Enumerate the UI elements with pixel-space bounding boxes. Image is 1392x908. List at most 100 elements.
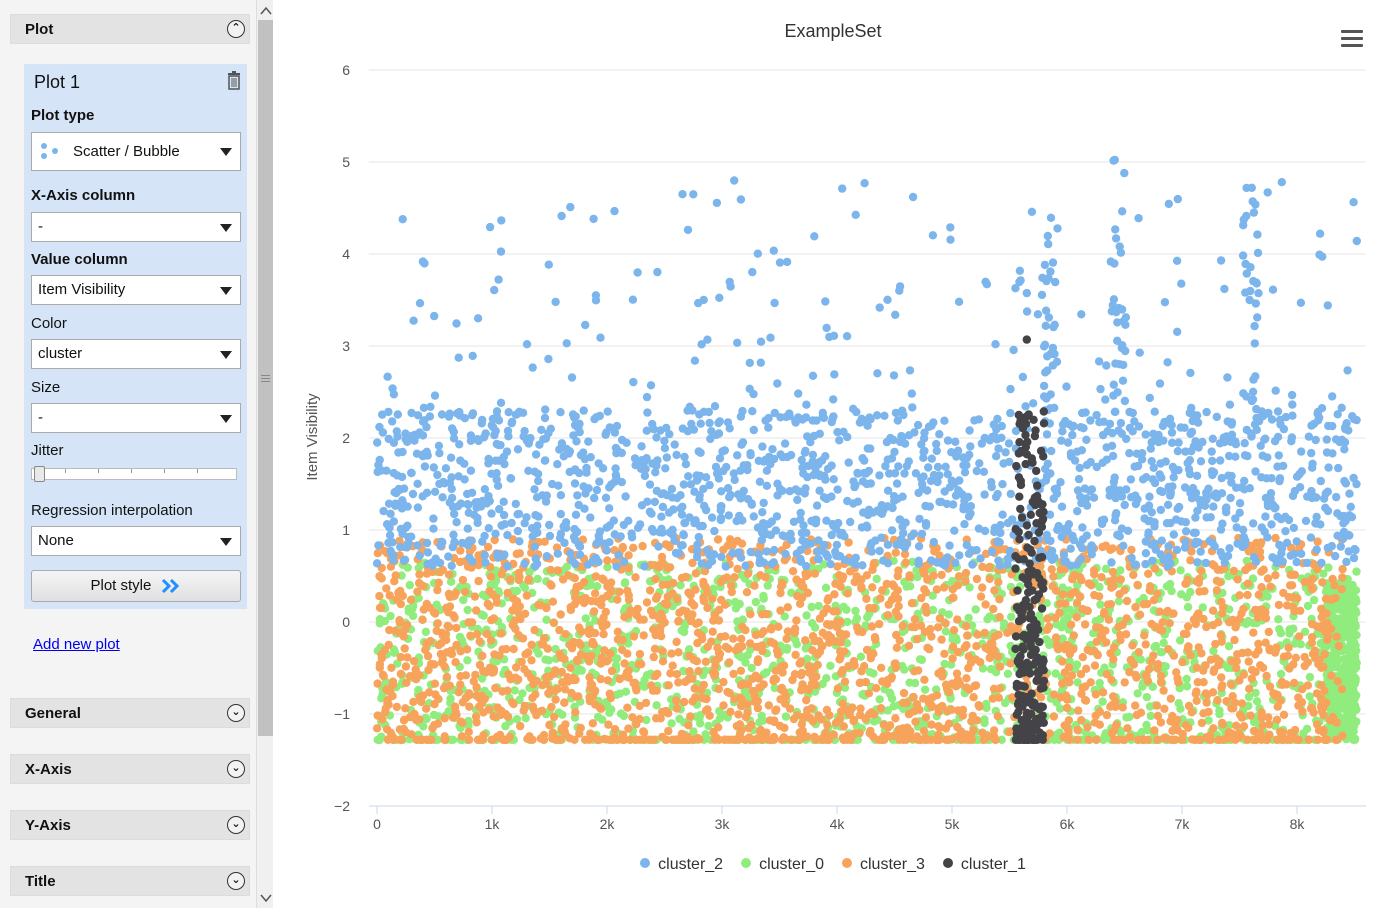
- data-point-cluster_3: [771, 706, 780, 715]
- data-point-cluster_3: [1227, 680, 1236, 689]
- color-label: Color: [31, 315, 67, 332]
- data-point-cluster_3: [520, 701, 529, 711]
- data-point-cluster_3: [893, 594, 903, 603]
- data-point-cluster_3: [502, 644, 511, 654]
- data-point-cluster_2: [1163, 500, 1173, 509]
- y-axis-section-header[interactable]: Y-Axis ⌄: [10, 810, 250, 840]
- data-point-cluster_2: [1342, 557, 1351, 567]
- expand-down-icon[interactable]: ⌄: [227, 872, 245, 890]
- plot-type-select[interactable]: Scatter / Bubble: [31, 132, 241, 171]
- title-section-header[interactable]: Title ⌄: [10, 866, 250, 896]
- data-point-cluster_3: [444, 622, 454, 632]
- data-point-cluster_3: [527, 673, 536, 683]
- data-point-cluster_2: [1196, 457, 1206, 466]
- data-point-cluster_3: [433, 619, 442, 628]
- data-point-cluster_0: [1289, 624, 1298, 633]
- data-point-cluster_0: [1224, 572, 1233, 581]
- data-point-cluster_3: [1215, 578, 1225, 587]
- data-point-cluster_3: [864, 689, 874, 698]
- data-point-cluster_3: [963, 631, 972, 640]
- data-point-cluster_3: [788, 567, 798, 576]
- data-point-cluster_3: [1149, 596, 1159, 605]
- data-point-cluster_3: [878, 735, 888, 744]
- plot-section-header[interactable]: Plot ⌃: [10, 14, 250, 44]
- data-point-cluster_3: [776, 606, 785, 615]
- scroll-up-icon[interactable]: [259, 4, 273, 18]
- data-point-cluster_3: [989, 604, 998, 614]
- scroll-down-icon[interactable]: [259, 891, 273, 905]
- collapse-up-icon[interactable]: ⌃: [227, 20, 245, 38]
- data-points: [372, 155, 1362, 744]
- data-point-cluster_3: [1178, 657, 1187, 667]
- data-point-cluster_3: [1217, 683, 1226, 692]
- data-point-cluster_3: [1251, 650, 1260, 659]
- expand-down-icon[interactable]: ⌄: [227, 760, 245, 778]
- scrollbar-thumb[interactable]: [258, 20, 273, 736]
- data-point-cluster_3: [857, 666, 866, 676]
- data-point-cluster_2: [425, 412, 435, 421]
- data-point-cluster_0: [852, 614, 862, 623]
- data-point-cluster_3: [1241, 565, 1250, 575]
- data-point-cluster_3: [1217, 673, 1226, 682]
- expand-down-icon[interactable]: ⌄: [227, 704, 245, 722]
- data-point-cluster_3: [689, 655, 698, 664]
- data-point-cluster_2: [1047, 546, 1057, 556]
- expand-down-icon[interactable]: ⌄: [227, 816, 245, 834]
- data-point-cluster_3: [703, 705, 712, 714]
- data-point-cluster_2: [1150, 407, 1159, 416]
- jitter-label: Jitter: [31, 442, 64, 459]
- color-select[interactable]: cluster: [31, 339, 241, 369]
- plot-style-button[interactable]: Plot style: [31, 570, 241, 602]
- data-point-cluster_3: [1320, 650, 1329, 659]
- chevron-down-icon: [220, 224, 232, 232]
- jitter-slider-thumb[interactable]: [34, 466, 45, 482]
- data-point-cluster_3: [1235, 614, 1244, 624]
- data-point-cluster_2: [1274, 451, 1283, 460]
- value-column-select[interactable]: Item Visibility: [31, 275, 241, 305]
- data-point-cluster_3: [921, 602, 930, 611]
- data-point-cluster_0: [510, 686, 519, 695]
- data-point-cluster_0: [501, 722, 510, 731]
- data-point-cluster_3: [1202, 698, 1211, 707]
- data-point-cluster_3: [1243, 735, 1252, 744]
- data-point-cluster_3: [651, 714, 661, 723]
- x-axis-section-header[interactable]: X-Axis ⌄: [10, 754, 250, 784]
- data-point-cluster_3: [944, 719, 954, 728]
- data-point-cluster_0: [463, 605, 472, 615]
- data-point-cluster_2: [979, 467, 989, 476]
- trash-icon[interactable]: [227, 70, 241, 90]
- data-point-cluster_3: [1159, 686, 1168, 695]
- size-select[interactable]: -: [31, 403, 241, 433]
- data-point-cluster_0: [1098, 697, 1107, 706]
- data-point-cluster_3: [383, 735, 393, 744]
- data-point-cluster_3: [635, 615, 645, 624]
- data-point-cluster_0: [603, 563, 612, 572]
- regression-select[interactable]: None: [31, 526, 241, 556]
- data-point-cluster_2: [771, 526, 781, 535]
- data-point-cluster_3: [994, 578, 1003, 587]
- x-axis-column-select[interactable]: -: [31, 212, 241, 242]
- data-point-cluster_0: [940, 659, 949, 669]
- data-point-cluster_3: [1215, 657, 1224, 666]
- data-point-cluster_3: [1232, 721, 1241, 730]
- data-point-cluster_3: [434, 640, 443, 650]
- data-point-cluster_2: [1073, 486, 1083, 495]
- data-point-cluster_3: [515, 602, 524, 611]
- data-point-cluster_3: [727, 587, 736, 597]
- panel-scrollbar[interactable]: [256, 0, 273, 908]
- data-point-cluster_3: [797, 686, 806, 695]
- data-point-cluster_0: [1096, 600, 1105, 609]
- data-point-cluster_3: [653, 669, 662, 679]
- data-point-cluster_3: [710, 671, 719, 680]
- data-point-cluster_2: [1128, 408, 1137, 418]
- jitter-slider[interactable]: [31, 466, 237, 482]
- add-new-plot-link[interactable]: Add new plot: [33, 636, 120, 653]
- data-point-cluster_3: [870, 558, 879, 568]
- data-point-cluster_2: [464, 538, 473, 547]
- general-section-header[interactable]: General ⌄: [10, 698, 250, 728]
- data-point-cluster_3: [1131, 603, 1140, 612]
- x-tick-label: 1k: [485, 816, 501, 832]
- data-point-cluster_0: [738, 615, 747, 624]
- data-point-cluster_3: [963, 735, 972, 744]
- data-point-cluster_3: [833, 617, 842, 626]
